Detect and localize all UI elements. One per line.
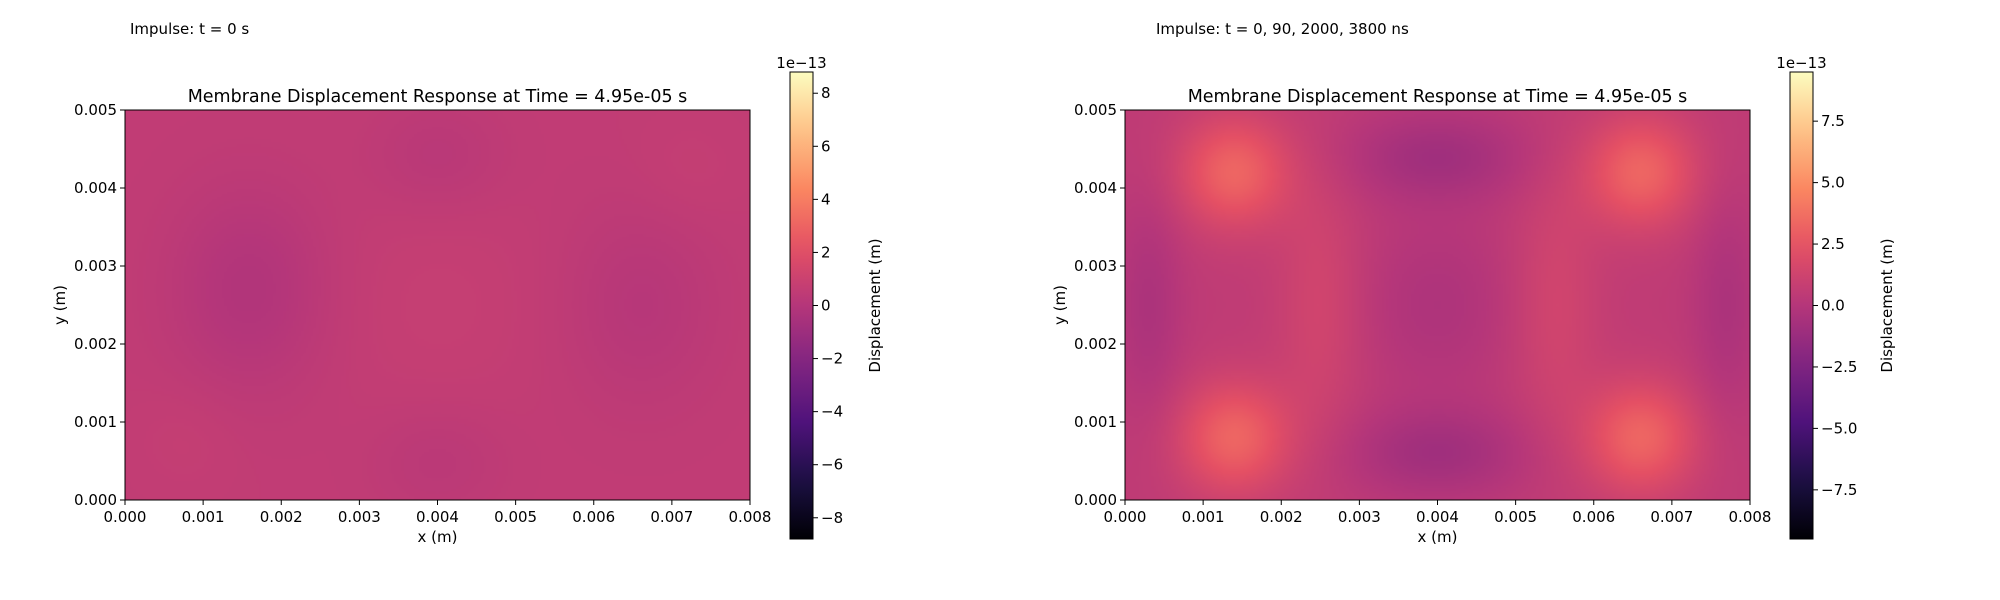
x-tick-label: 0.003	[338, 508, 381, 526]
y-tick-label: 0.000	[1074, 491, 1117, 509]
colorbar-tick-label: −8	[821, 509, 843, 527]
colorbar-label: Displacement (m)	[866, 238, 884, 372]
colorbar-offset-text: 1e−13	[776, 54, 826, 72]
x-axis-label: x (m)	[1418, 528, 1458, 546]
x-tick-label: 0.005	[494, 508, 537, 526]
y-tick-label: 0.003	[1074, 257, 1117, 275]
chart-title: Membrane Displacement Response at Time =…	[1188, 87, 1688, 107]
colorbar-tick-label: −2	[821, 350, 843, 368]
colorbar-tick-label: 0.0	[1821, 297, 1845, 315]
x-tick-label: 0.006	[572, 508, 615, 526]
colorbar	[1789, 71, 1814, 540]
x-tick-label: 0.007	[1650, 508, 1693, 526]
y-tick-label: 0.003	[74, 257, 117, 275]
colorbar-tick-label: −6	[821, 456, 843, 474]
y-tick-label: 0.004	[1074, 179, 1117, 197]
colorbar-offset-text: 1e−13	[1776, 54, 1826, 72]
y-tick-label: 0.001	[1074, 413, 1117, 431]
x-tick-label: 0.006	[1572, 508, 1615, 526]
y-tick-label: 0.001	[74, 413, 117, 431]
y-tick-label: 0.002	[1074, 335, 1117, 353]
colorbar-tick-label: −5.0	[1821, 419, 1857, 437]
impulse-caption: Impulse: t = 0, 90, 2000, 3800 ns	[1156, 20, 1409, 38]
x-tick-label: 0.004	[1416, 508, 1459, 526]
x-tick-label: 0.003	[1338, 508, 1381, 526]
x-tick-label: 0.000	[104, 508, 147, 526]
colorbar-tick-label: 0	[821, 297, 831, 315]
y-axis-label: y (m)	[1051, 285, 1069, 325]
x-tick-label: 0.000	[1104, 508, 1147, 526]
colorbar-tick-label: −2.5	[1821, 358, 1857, 376]
colorbar-tick-label: −7.5	[1821, 481, 1857, 499]
colorbar-tick-label: 2.5	[1821, 235, 1845, 253]
colorbar-tick-label: 5.0	[1821, 174, 1845, 192]
x-tick-label: 0.004	[416, 508, 459, 526]
x-tick-label: 0.001	[182, 508, 225, 526]
x-tick-label: 0.007	[650, 508, 693, 526]
x-axis-label: x (m)	[418, 528, 458, 546]
x-tick-label: 0.002	[260, 508, 303, 526]
colorbar-tick-label: 8	[821, 84, 831, 102]
heatmap-image	[125, 110, 750, 500]
x-tick-label: 0.005	[1494, 508, 1537, 526]
colorbar-tick-label: 2	[821, 243, 831, 261]
heatmap-chart: 0.000 0.001 0.002 0.003 0.004 0.005 0.006 0.007…	[1051, 54, 1896, 546]
y-tick-label: 0.000	[74, 491, 117, 509]
y-tick-label: 0.005	[1074, 101, 1117, 119]
y-axis-label: y (m)	[51, 285, 69, 325]
x-tick-label: 0.008	[1729, 508, 1772, 526]
colorbar-tick-label: 7.5	[1821, 112, 1845, 130]
chart-title: Membrane Displacement Response at Time =…	[188, 87, 688, 107]
heatmap-image	[1125, 110, 1750, 500]
colorbar-tick-label: −4	[821, 403, 843, 421]
y-tick-label: 0.004	[74, 179, 117, 197]
y-tick-label: 0.005	[74, 101, 117, 119]
heatmap-chart: 0.000 0.001 0.002 0.003 0.004 0.005 0.006 0.007…	[51, 54, 884, 546]
colorbar-tick-label: 4	[821, 190, 831, 208]
colorbar	[789, 71, 814, 540]
x-tick-label: 0.002	[1260, 508, 1303, 526]
y-tick-label: 0.002	[74, 335, 117, 353]
impulse-caption: Impulse: t = 0 s	[130, 20, 250, 38]
x-tick-label: 0.008	[729, 508, 772, 526]
colorbar-tick-label: 6	[821, 137, 831, 155]
colorbar-label: Displacement (m)	[1878, 238, 1896, 372]
left-panel: Impulse: t = 0 s 0.000 0.001 0.002 0.003 0.0…	[51, 20, 884, 546]
right-panel: Impulse: t = 0, 90, 2000, 3800 ns 0.000 0…	[1000, 0, 2000, 600]
x-tick-label: 0.001	[1182, 508, 1225, 526]
